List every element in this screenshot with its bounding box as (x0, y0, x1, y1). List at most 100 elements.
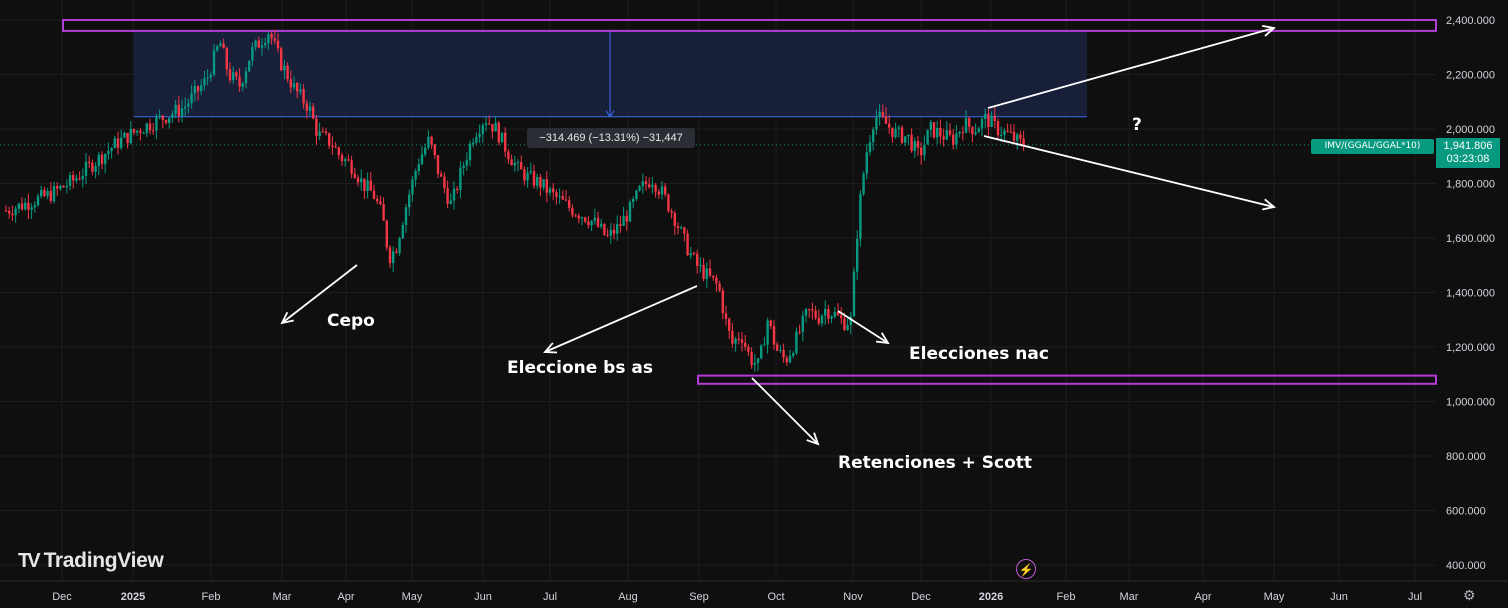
candle-body (462, 165, 465, 168)
candle-body (152, 130, 155, 132)
candle-body (475, 137, 478, 143)
candle-body (811, 309, 814, 311)
annotation-label: Elecciones nac (909, 344, 1049, 364)
candle-body (27, 202, 30, 210)
candle-body (398, 238, 401, 253)
candle-body (814, 310, 817, 318)
candle-body (616, 224, 619, 234)
candle-body (852, 271, 856, 317)
tradingview-brand[interactable]: TV TradingView (18, 549, 164, 573)
candle-body (244, 71, 248, 84)
x-tick-label: 2026 (979, 591, 1003, 603)
candle-body (97, 154, 100, 166)
candle-body (20, 203, 24, 210)
settings-icon[interactable]: ⚙ (1463, 587, 1476, 603)
candle-body (78, 178, 81, 180)
candle-body (219, 43, 222, 47)
candle-body (120, 137, 123, 148)
candle-body (891, 127, 894, 138)
candle-body (1012, 131, 1016, 141)
candle-body (913, 141, 916, 151)
arrow-up-target (987, 27, 1275, 109)
annotation-label: Retenciones + Scott (838, 453, 1032, 473)
chart-grid (0, 0, 1436, 580)
candle-body (40, 189, 43, 197)
candle-body (302, 89, 305, 104)
y-tick-label: 1,000.000 (1446, 397, 1495, 409)
candle-body (488, 123, 491, 125)
candle-body (376, 198, 379, 202)
candle-body (593, 217, 596, 221)
candle-body (523, 169, 526, 181)
candle-body (408, 194, 411, 208)
candle-body (612, 229, 616, 234)
candle-body (123, 132, 126, 138)
candle-body (740, 339, 744, 343)
candle-body (500, 132, 504, 143)
candle-body (465, 160, 468, 166)
candle-body (433, 144, 436, 156)
candle-body (356, 177, 360, 183)
candle-body (584, 217, 587, 222)
y-tick-label: 1,400.000 (1446, 288, 1495, 300)
candle-body (993, 115, 996, 121)
candle-body (622, 216, 625, 226)
measure-label[interactable]: −314.469 (−13.31%) −31,447 (527, 128, 695, 148)
candle-body (603, 223, 606, 235)
candle-body (555, 192, 558, 197)
candle-body (660, 186, 664, 195)
candle-body (731, 330, 734, 344)
candle-body (724, 313, 728, 319)
arrow-cepo-head (280, 311, 294, 325)
candle-body (798, 331, 801, 333)
candle-body (782, 350, 785, 358)
candle-body (478, 133, 481, 138)
candle-body (411, 179, 414, 195)
candle-body (510, 159, 513, 166)
candle-body (420, 154, 424, 165)
candle-body (715, 277, 718, 284)
candle-body (363, 178, 366, 191)
candle-body (712, 275, 715, 278)
candle-body (212, 50, 216, 75)
candle-body (430, 136, 433, 145)
candle-body (184, 106, 187, 109)
candle-body (564, 199, 568, 201)
candle-body (193, 86, 196, 94)
candle-body (238, 76, 241, 87)
candle-body (718, 283, 721, 291)
candle-body (321, 131, 324, 133)
candle-body (785, 357, 788, 363)
x-tick-label: Aug (618, 591, 638, 603)
candle-body (971, 126, 974, 135)
candle-body (737, 338, 740, 340)
candle-body (923, 144, 926, 156)
candle-body (116, 138, 120, 148)
lightning-icon[interactable]: ⚡ (1016, 559, 1036, 579)
candle-body (894, 128, 897, 138)
candle-body (760, 345, 763, 359)
candle-body (56, 186, 59, 189)
candle-body (145, 123, 148, 133)
candle-body (878, 111, 881, 118)
candle-body (958, 131, 961, 134)
candle-body (990, 115, 993, 127)
tradingview-logo-icon: TV (18, 549, 40, 572)
candle-body (840, 315, 843, 319)
candle-body (644, 181, 648, 185)
candle-body (676, 225, 680, 229)
candle-body (318, 131, 321, 137)
x-tick-label: 2025 (121, 591, 145, 603)
x-tick-label: Dec (911, 591, 931, 603)
candle-body (577, 215, 580, 219)
y-tick-label: 2,200.000 (1446, 70, 1495, 82)
candle-body (139, 130, 142, 134)
candle-body (680, 227, 683, 229)
candle-body (225, 48, 228, 70)
candle-body (328, 133, 331, 146)
candle-body (292, 83, 296, 88)
candle-body (1022, 138, 1025, 147)
x-tick-label: Apr (1194, 591, 1211, 603)
candle-body (609, 229, 612, 236)
